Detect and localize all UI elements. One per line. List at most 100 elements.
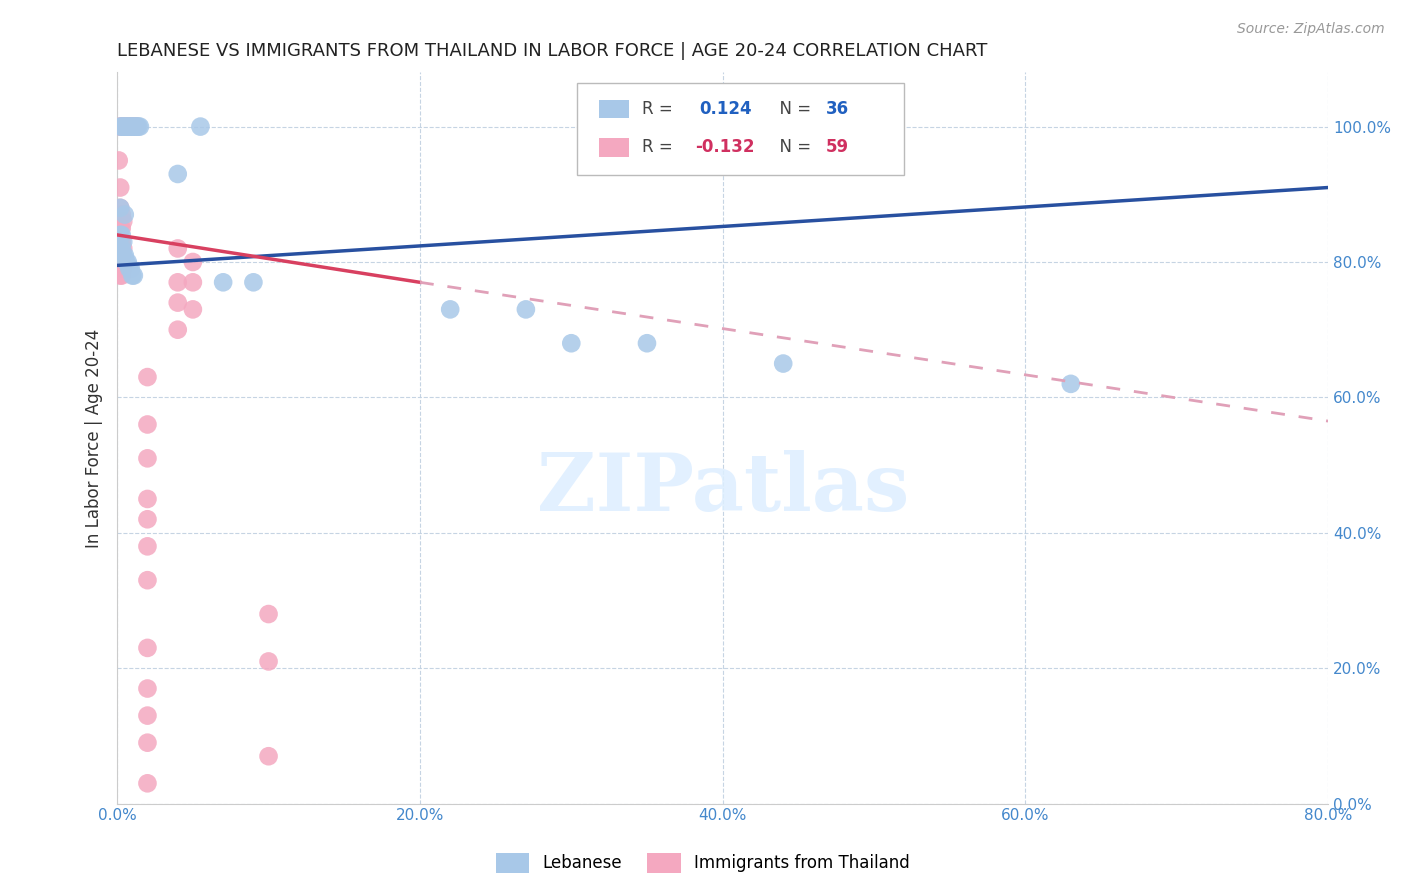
Point	[127, 120, 149, 134]
Point	[112, 261, 135, 276]
Point	[122, 268, 145, 283]
Point	[190, 120, 212, 134]
Text: 0.124: 0.124	[700, 101, 752, 119]
Point	[136, 640, 159, 655]
Point	[125, 120, 148, 134]
Point	[114, 208, 136, 222]
Point	[136, 370, 159, 384]
Point	[112, 214, 135, 228]
Point	[439, 302, 461, 317]
Point	[112, 242, 135, 256]
Point	[166, 295, 188, 310]
Point	[110, 255, 132, 269]
Point	[124, 120, 146, 134]
Point	[114, 248, 136, 262]
Legend: Lebanese, Immigrants from Thailand: Lebanese, Immigrants from Thailand	[489, 847, 917, 880]
Point	[1060, 376, 1083, 391]
Point	[257, 749, 280, 764]
Point	[166, 323, 188, 337]
Point	[111, 120, 134, 134]
Text: LEBANESE VS IMMIGRANTS FROM THAILAND IN LABOR FORCE | AGE 20-24 CORRELATION CHAR: LEBANESE VS IMMIGRANTS FROM THAILAND IN …	[117, 42, 987, 60]
Point	[117, 120, 139, 134]
Point	[136, 776, 159, 790]
Point	[125, 120, 148, 134]
Point	[110, 268, 132, 283]
Point	[112, 120, 135, 134]
Point	[117, 120, 139, 134]
Point	[128, 120, 150, 134]
Text: R =: R =	[641, 138, 678, 156]
Point	[110, 120, 132, 134]
Point	[136, 491, 159, 506]
Point	[136, 573, 159, 587]
Point	[110, 180, 132, 194]
Point	[636, 336, 658, 351]
Point	[110, 120, 132, 134]
Point	[136, 512, 159, 526]
Point	[111, 255, 134, 269]
Point	[121, 120, 143, 134]
Point	[181, 302, 204, 317]
Point	[110, 248, 132, 262]
Point	[112, 120, 135, 134]
Point	[115, 255, 138, 269]
Point	[122, 120, 145, 134]
Point	[515, 302, 537, 317]
Text: 36: 36	[825, 101, 849, 119]
FancyBboxPatch shape	[599, 100, 630, 119]
Point	[111, 120, 134, 134]
Point	[121, 268, 143, 283]
Point	[110, 227, 132, 242]
Y-axis label: In Labor Force | Age 20-24: In Labor Force | Age 20-24	[86, 328, 103, 548]
Text: Source: ZipAtlas.com: Source: ZipAtlas.com	[1237, 22, 1385, 37]
Point	[111, 268, 134, 283]
Text: -0.132: -0.132	[695, 138, 754, 156]
Point	[110, 242, 132, 256]
Point	[181, 275, 204, 289]
Point	[166, 167, 188, 181]
Point	[118, 120, 141, 134]
Point	[136, 708, 159, 723]
Point	[166, 275, 188, 289]
Point	[772, 357, 794, 371]
Point	[121, 120, 143, 134]
Point	[107, 153, 129, 168]
Point	[112, 248, 135, 262]
Text: ZIPatlas: ZIPatlas	[537, 450, 908, 528]
Point	[111, 235, 134, 249]
Point	[114, 120, 136, 134]
Point	[110, 201, 132, 215]
FancyBboxPatch shape	[578, 83, 904, 175]
Point	[110, 235, 132, 249]
Point	[118, 120, 141, 134]
Point	[112, 235, 135, 249]
Point	[120, 261, 142, 276]
Point	[560, 336, 582, 351]
Point	[257, 655, 280, 669]
Text: N =: N =	[769, 101, 815, 119]
FancyBboxPatch shape	[599, 138, 630, 156]
Point	[115, 120, 138, 134]
Point	[136, 417, 159, 432]
Point	[120, 120, 142, 134]
Point	[114, 120, 136, 134]
Point	[122, 120, 145, 134]
Point	[666, 120, 689, 134]
Point	[111, 248, 134, 262]
Text: R =: R =	[641, 101, 678, 119]
Point	[111, 227, 134, 242]
Point	[136, 736, 159, 750]
Point	[117, 255, 139, 269]
Point	[257, 607, 280, 621]
Point	[136, 539, 159, 553]
Point	[118, 261, 141, 276]
Point	[120, 120, 142, 134]
Point	[212, 275, 235, 289]
Text: 59: 59	[825, 138, 849, 156]
Point	[111, 208, 134, 222]
Point	[166, 242, 188, 256]
Point	[110, 221, 132, 235]
Point	[110, 201, 132, 215]
Point	[111, 221, 134, 235]
Point	[115, 120, 138, 134]
